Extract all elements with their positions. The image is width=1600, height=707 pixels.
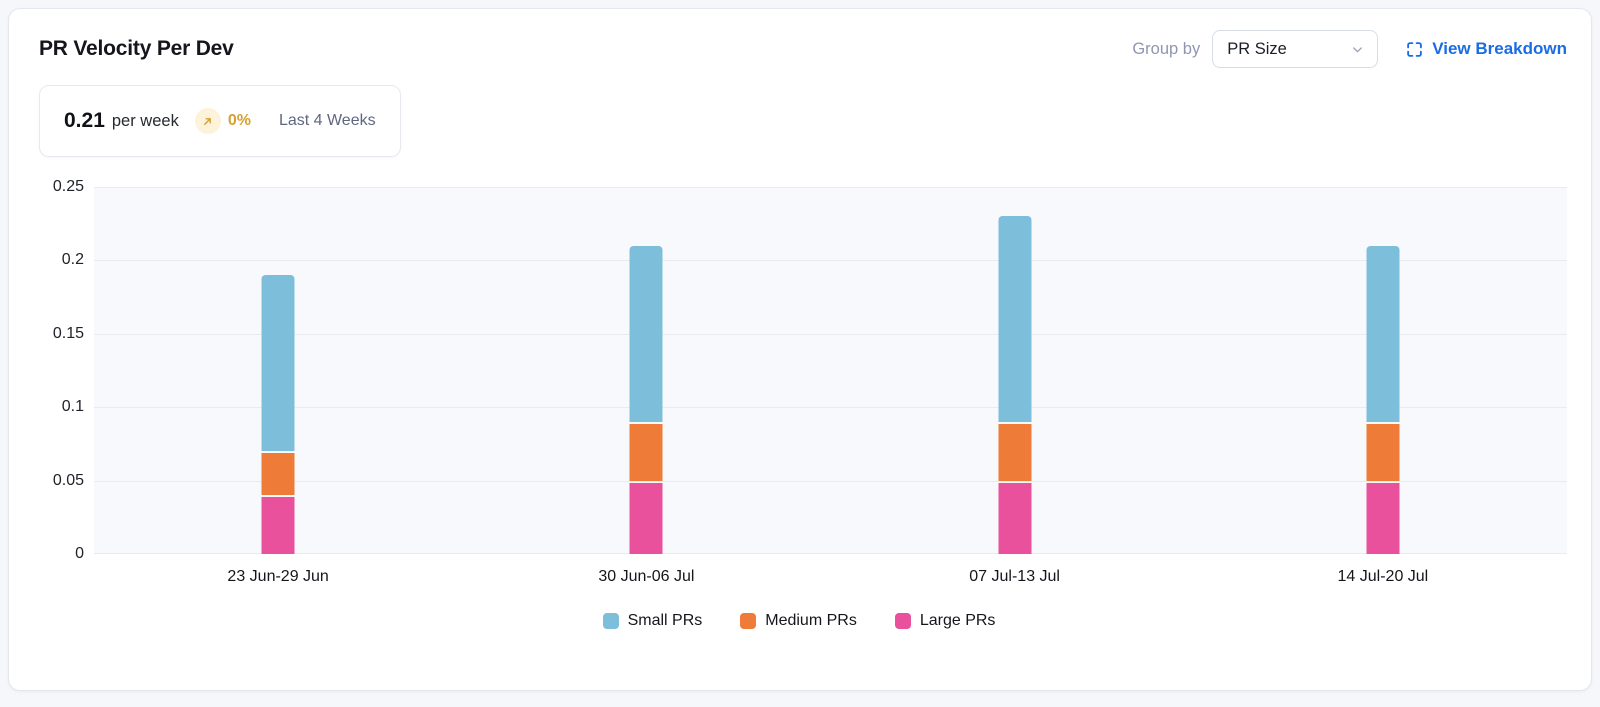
bar-segment-medium-prs[interactable] xyxy=(261,453,295,496)
bar-segment-small-prs[interactable] xyxy=(1366,245,1400,422)
velocity-unit: per week xyxy=(111,111,179,130)
velocity-summary-card: 0.21 per week 0% Last 4 Weeks xyxy=(39,85,401,157)
pr-velocity-chart: 0 0.05 0.1 0.15 0.2 0.25 23 Jun-29 Jun 30 Jun-… xyxy=(31,178,1567,630)
y-axis: 0 0.05 0.1 0.15 0.2 0.25 xyxy=(31,178,94,562)
group-by-selected-value: PR Size xyxy=(1227,39,1287,58)
x-tick-label: 07 Jul-13 Jul xyxy=(969,568,1060,585)
legend-item-medium-prs[interactable]: Medium PRs xyxy=(740,612,857,630)
gridline xyxy=(94,480,1567,482)
bar-segment-large-prs[interactable] xyxy=(261,497,295,554)
trend-indicator: 0% xyxy=(194,108,251,134)
gridline xyxy=(94,333,1567,335)
trend-percent: 0% xyxy=(227,112,251,129)
gridline xyxy=(94,187,1567,188)
gridline xyxy=(94,260,1567,262)
widget-header: PR Velocity Per Dev Group by PR Size Vie… xyxy=(31,29,1567,69)
bar-segment-medium-prs[interactable] xyxy=(998,423,1032,481)
bar-segment-medium-prs[interactable] xyxy=(1366,423,1400,481)
gridline xyxy=(94,407,1567,409)
bar-group xyxy=(831,187,1199,554)
header-controls: Group by PR Size View Breakdown xyxy=(1132,30,1567,68)
bar-group xyxy=(94,187,462,554)
legend-item-large-prs[interactable]: Large PRs xyxy=(894,612,996,630)
bar-group xyxy=(1199,187,1567,554)
gridline xyxy=(94,553,1567,554)
velocity-value: 0.21 xyxy=(64,109,105,132)
x-tick-label: 23 Jun-29 Jun xyxy=(227,568,329,585)
pr-velocity-widget: PR Velocity Per Dev Group by PR Size Vie… xyxy=(8,8,1592,691)
bar-segment-small-prs[interactable] xyxy=(629,245,663,422)
chart-legend: Small PRs Medium PRs Large PRs xyxy=(31,612,1567,630)
legend-label: Small PRs xyxy=(627,612,703,629)
expand-icon xyxy=(1407,41,1422,57)
legend-swatch xyxy=(602,613,619,629)
x-tick-label: 14 Jul-20 Jul xyxy=(1337,568,1429,585)
bar-segment-large-prs[interactable] xyxy=(998,482,1032,554)
y-tick-label: 0 xyxy=(75,545,84,562)
y-tick-label: 0.1 xyxy=(61,398,84,416)
plot-area xyxy=(94,187,1567,554)
legend-swatch xyxy=(894,613,911,629)
y-tick-label: 0.25 xyxy=(52,178,84,195)
x-tick-label: 30 Jun-06 Jul xyxy=(598,568,695,585)
group-by-label: Group by xyxy=(1132,39,1201,58)
legend-label: Medium PRs xyxy=(765,612,857,629)
bar-segment-small-prs[interactable] xyxy=(261,275,295,452)
group-by-select[interactable]: PR Size xyxy=(1212,30,1379,68)
view-breakdown-label: View Breakdown xyxy=(1432,39,1567,58)
bars-layer xyxy=(94,187,1567,554)
arrow-up-right-icon xyxy=(194,108,221,134)
chevron-down-icon xyxy=(1353,46,1363,52)
legend-label: Large PRs xyxy=(919,612,996,629)
y-tick-label: 0.05 xyxy=(52,471,84,489)
bar-segment-small-prs[interactable] xyxy=(998,216,1032,422)
bar-segment-large-prs[interactable] xyxy=(1366,482,1400,554)
stat-period: Last 4 Weeks xyxy=(278,112,376,129)
bar-segment-medium-prs[interactable] xyxy=(629,423,663,481)
legend-item-small-prs[interactable]: Small PRs xyxy=(602,612,703,630)
bar-group xyxy=(462,187,830,554)
x-axis: 23 Jun-29 Jun 30 Jun-06 Jul 07 Jul-13 Jul 1… xyxy=(94,568,1567,586)
legend-swatch xyxy=(740,613,757,629)
y-tick-label: 0.15 xyxy=(52,324,84,342)
bar-segment-large-prs[interactable] xyxy=(629,482,663,554)
y-tick-label: 0.2 xyxy=(61,251,84,269)
view-breakdown-link[interactable]: View Breakdown xyxy=(1406,39,1567,59)
widget-title: PR Velocity Per Dev xyxy=(39,37,234,60)
